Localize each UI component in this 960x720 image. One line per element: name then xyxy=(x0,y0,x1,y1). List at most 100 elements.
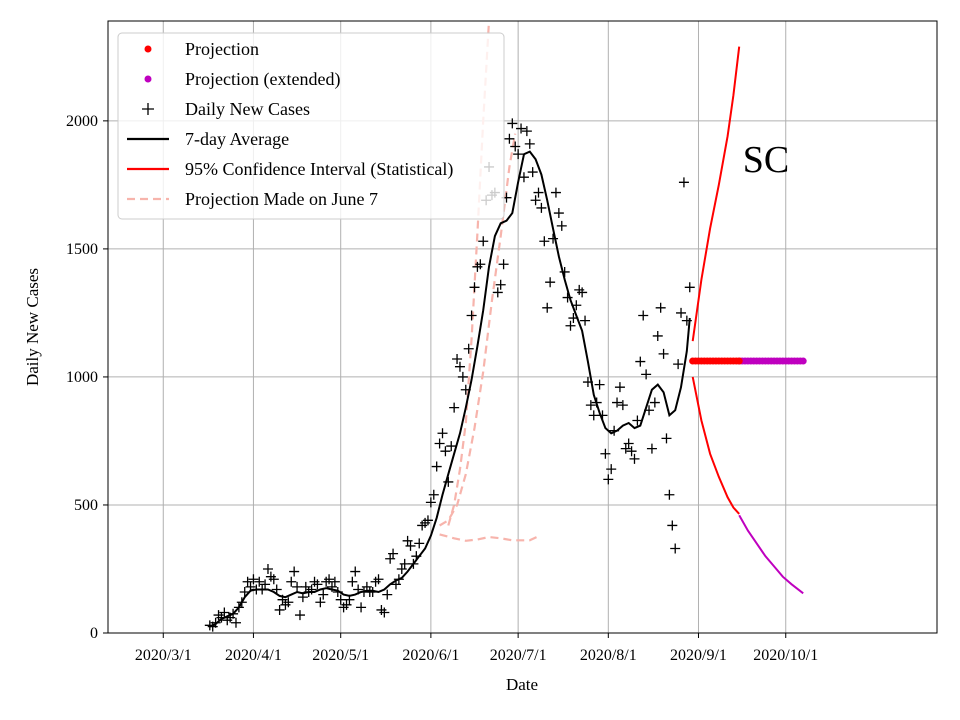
daily-case-marker xyxy=(577,287,588,298)
daily-case-marker xyxy=(466,310,477,321)
daily-case-marker xyxy=(518,172,529,183)
daily-case-marker xyxy=(527,167,538,178)
daily-case-marker xyxy=(289,566,300,577)
daily-case-marker xyxy=(641,369,652,380)
daily-case-marker xyxy=(646,443,657,454)
daily-case-marker xyxy=(580,315,591,326)
daily-case-marker xyxy=(516,123,527,134)
june7-projection-line xyxy=(447,21,491,526)
daily-case-marker xyxy=(230,617,241,628)
daily-case-marker xyxy=(446,441,457,452)
ticks: 2020/3/1 2020/4/1 2020/5/1 2020/6/1 2020/7/1… xyxy=(66,113,818,664)
daily-case-marker xyxy=(661,433,672,444)
daily-case-marker xyxy=(545,277,556,288)
legend-label: 95% Confidence Interval (Statistical) xyxy=(185,159,453,180)
daily-case-marker xyxy=(422,515,433,526)
daily-case-marker xyxy=(431,461,442,472)
daily-case-marker xyxy=(428,489,439,500)
legend-box xyxy=(117,32,505,220)
daily-case-marker xyxy=(533,187,544,198)
daily-case-marker xyxy=(565,320,576,331)
legend-label: Projection (extended) xyxy=(185,69,340,90)
daily-case-marker xyxy=(655,302,666,313)
daily-case-marker xyxy=(414,538,425,549)
seven-day-average-line xyxy=(209,150,691,628)
daily-case-marker xyxy=(219,607,230,618)
daily-case-marker xyxy=(658,348,669,359)
daily-case-marker xyxy=(594,379,605,390)
daily-case-marker xyxy=(283,597,294,608)
legend-label: Projection xyxy=(185,39,259,59)
x-tick-label: 2020/8/1 xyxy=(580,647,637,664)
daily-case-marker xyxy=(318,589,329,600)
y-tick-label: 2000 xyxy=(66,113,98,130)
daily-case-marker xyxy=(347,576,358,587)
daily-case-marker xyxy=(356,602,367,613)
x-tick-label: 2020/10/1 xyxy=(753,647,818,664)
daily-case-marker xyxy=(670,543,681,554)
daily-case-marker xyxy=(556,220,567,231)
ci-upper-line xyxy=(691,46,741,342)
daily-case-marker xyxy=(260,579,271,590)
legend-marker xyxy=(144,45,152,53)
daily-case-marker xyxy=(350,566,361,577)
daily-case-marker xyxy=(300,581,311,592)
daily-case-marker xyxy=(440,446,451,457)
daily-case-marker xyxy=(457,371,468,382)
ci-lower-extended-line xyxy=(738,514,804,595)
daily-case-marker xyxy=(548,233,559,244)
daily-case-marker xyxy=(262,563,273,574)
daily-case-marker xyxy=(507,118,518,129)
daily-case-marker xyxy=(629,453,640,464)
daily-case-marker xyxy=(475,259,486,270)
daily-case-marker xyxy=(559,266,570,277)
daily-case-marker xyxy=(536,202,547,213)
daily-case-marker xyxy=(434,438,445,449)
x-tick-label: 2020/5/1 xyxy=(312,647,369,664)
daily-case-marker xyxy=(562,292,573,303)
daily-case-marker xyxy=(388,548,399,559)
daily-case-marker xyxy=(402,535,413,546)
daily-case-marker xyxy=(324,574,335,585)
daily-case-marker xyxy=(678,177,689,188)
daily-case-marker xyxy=(443,476,454,487)
y-tick-label: 0 xyxy=(90,625,98,642)
y-tick-label: 1000 xyxy=(66,369,98,386)
daily-case-marker xyxy=(673,359,684,370)
daily-case-marker xyxy=(341,599,352,610)
daily-case-marker xyxy=(274,604,285,615)
legend-label: Projection Made on June 7 xyxy=(185,189,378,209)
daily-case-marker xyxy=(492,287,503,298)
daily-case-marker xyxy=(530,195,541,206)
legend-marker xyxy=(142,103,154,115)
legend-marker xyxy=(144,75,152,83)
daily-case-marker xyxy=(405,540,416,551)
daily-case-marker xyxy=(676,307,687,318)
x-tick-label: 2020/3/1 xyxy=(135,647,192,664)
y-tick-label: 1500 xyxy=(66,241,98,258)
daily-case-marker xyxy=(248,574,259,585)
legend-label: 7-day Average xyxy=(185,129,289,149)
daily-case-marker xyxy=(294,610,305,621)
daily-case-marker xyxy=(585,400,596,411)
y-axis-label: Daily New Cases xyxy=(23,268,42,386)
daily-case-marker xyxy=(553,208,564,219)
x-tick-label: 2020/9/1 xyxy=(670,647,727,664)
daily-case-marker xyxy=(504,133,515,144)
daily-case-marker xyxy=(620,443,631,454)
daily-case-marker xyxy=(312,579,323,590)
legend-label: Daily New Cases xyxy=(185,99,310,119)
daily-case-marker xyxy=(254,576,265,587)
state-annotation: SC xyxy=(743,139,789,181)
daily-case-marker xyxy=(454,361,465,372)
x-axis-label: Date xyxy=(506,675,538,694)
daily-case-marker xyxy=(382,589,393,600)
daily-case-marker xyxy=(292,581,303,592)
daily-case-marker xyxy=(612,397,623,408)
daily-case-marker xyxy=(542,302,553,313)
daily-case-marker xyxy=(632,415,643,426)
legend: Projection Projection (extended) Daily New… xyxy=(117,32,505,220)
daily-case-marker xyxy=(495,279,506,290)
daily-case-marker xyxy=(449,402,460,413)
daily-case-marker xyxy=(268,574,279,585)
